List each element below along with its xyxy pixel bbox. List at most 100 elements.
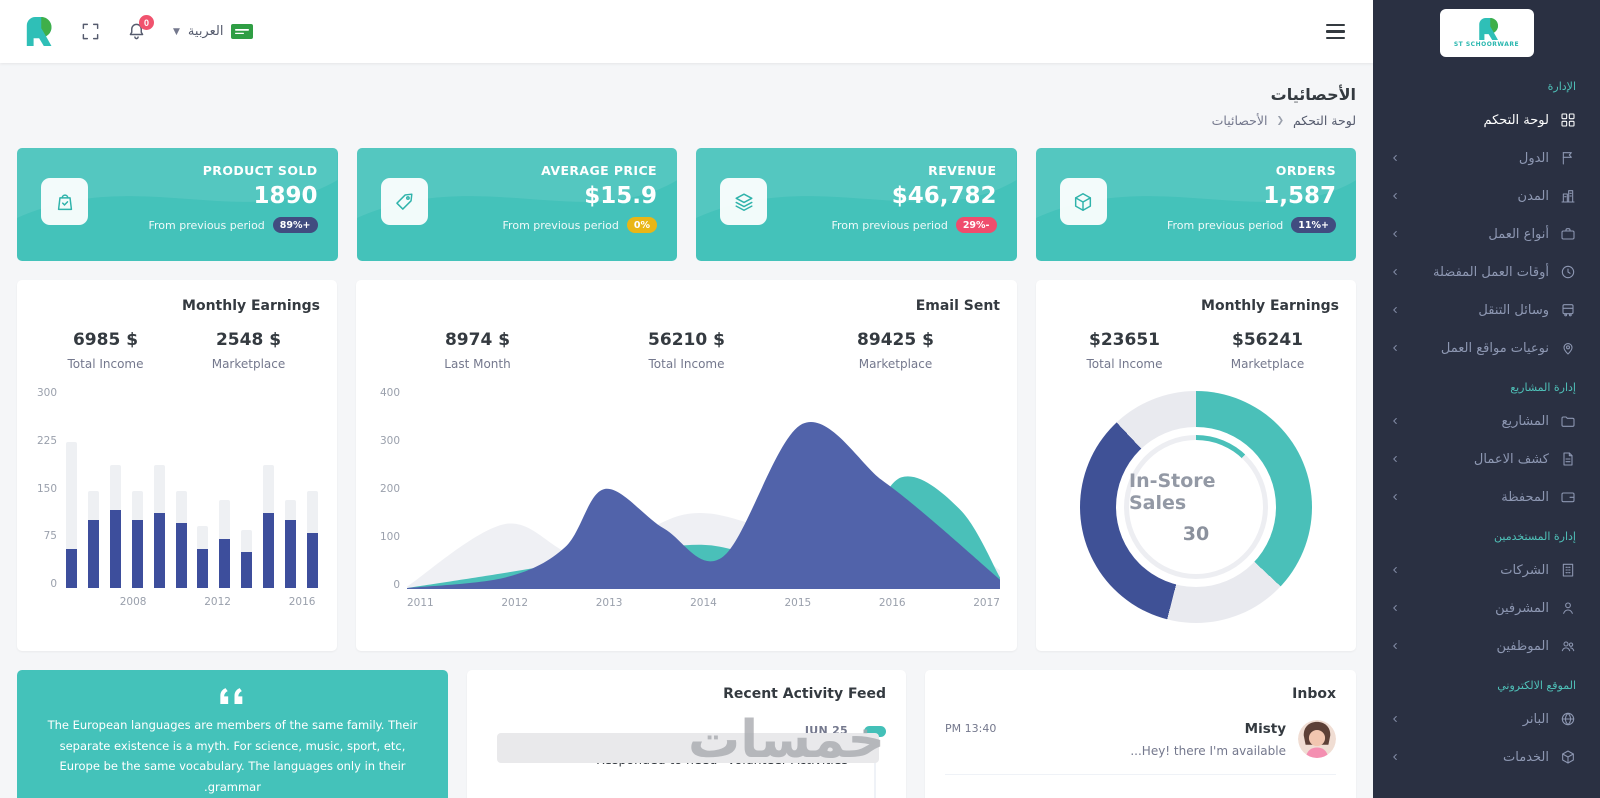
sidebar-item-label: الموظفين [1496, 638, 1549, 654]
sidebar-item[interactable]: لوحة التحكم [1373, 101, 1600, 139]
briefcase-icon [1561, 228, 1575, 240]
sidebar-item[interactable]: الشركات [1373, 551, 1600, 589]
chart-stat-label: Marketplace [1230, 357, 1305, 371]
x-tick: 2011 [407, 597, 434, 609]
timeline-badge-icon [864, 726, 886, 737]
sidebar-item[interactable]: الدول [1373, 139, 1600, 177]
sidebar-item[interactable]: المحفظة [1373, 478, 1600, 516]
chart-stat-value: $56241 [1232, 330, 1303, 350]
card-title: Recent Activity Feed [723, 686, 886, 702]
x-tick: 2016 [878, 597, 906, 609]
sidebar-item-label: المدن [1517, 188, 1549, 204]
chart-stat: 56210 $ Total Income [582, 330, 791, 371]
chart-stat: 89425 $ Marketplace [791, 330, 1000, 371]
chart-stat: $56241 Marketplace [1196, 330, 1339, 371]
chart-stat: 6985 $ Total Income [34, 330, 177, 371]
bar [131, 490, 143, 588]
wave-decoration [696, 148, 1017, 218]
sidebar-item[interactable]: المشاريع [1373, 402, 1600, 440]
tag-icon [396, 192, 413, 210]
chart-stat-label: Total Income [1086, 357, 1163, 371]
services-icon [1562, 750, 1574, 764]
stat-period-label: From previous period [1166, 218, 1284, 232]
card-title: Inbox [1292, 686, 1336, 702]
layers-icon [720, 178, 767, 225]
sidebar-item-label: لوحة التحكم [1483, 112, 1549, 128]
stat-title: REVENUE [928, 163, 997, 178]
notifications-button[interactable]: 0 [127, 15, 154, 41]
topbar-left: 0 ▼ العربية [20, 15, 254, 46]
y-tick: 150 [36, 482, 57, 495]
bag-check-icon [57, 193, 72, 210]
sidebar-section-header: إدارة المشاريع [1510, 381, 1576, 394]
sidebar-item[interactable]: كشف الاعمال [1373, 440, 1600, 478]
sidebar-item-label: البانر [1522, 711, 1549, 727]
stat-card: PRODUCT SOLD 1890 From previous period 89%+ [17, 148, 338, 261]
sidebar-section-header: الإدارة [1547, 80, 1576, 93]
banner-icon [1561, 712, 1575, 726]
menu-icon [1326, 23, 1345, 27]
inbox-message[interactable]: Misty Hey! there I'm available... PM 13:… [945, 720, 1336, 775]
stat-period-label: From previous period [831, 218, 948, 232]
bar [306, 490, 318, 588]
sidebar-item[interactable]: أنواع العمل [1373, 215, 1600, 253]
sidebar-item[interactable]: أوقات العمل المفضلة [1373, 253, 1600, 291]
y-tick: 200 [379, 483, 400, 495]
bar [285, 500, 297, 588]
stat-value: 1890 [253, 183, 318, 209]
y-tick: 0 [393, 579, 400, 591]
sidebar-item-label: الخدمات [1503, 749, 1549, 765]
breadcrumb: لوحة التحكم ❮ الأحصائيات [1212, 113, 1356, 128]
sidebar-logo[interactable]: ST SCHOORWARE [1439, 9, 1534, 57]
brand-logo[interactable] [20, 17, 54, 46]
inbox-message-preview: Hey! there I'm available... [1130, 744, 1286, 758]
chart-stat-label: Marketplace [211, 357, 286, 371]
timeline: JUN 25 Responded to need "Volunteer Acti… [487, 724, 886, 798]
bar [109, 464, 121, 588]
sidebar-item[interactable]: المدن [1373, 177, 1600, 215]
sidebar-nav: الإدارة لوحة التحكم الدول المدن أنواع العمل أ… [1373, 66, 1600, 776]
breadcrumb-home[interactable]: لوحة التحكم [1292, 113, 1356, 128]
bar [87, 490, 99, 588]
donut-chart: In-Store Sales 30 [1080, 391, 1312, 623]
fullscreen-button[interactable] [81, 22, 100, 41]
stat-period-label: From previous period [502, 218, 619, 232]
inbox-sender-name: Misty [1244, 721, 1286, 737]
stat-card: REVENUE $46,782 From previous period 29%- [696, 148, 1017, 261]
chart-stat: 8974 $ Last Month [373, 330, 582, 371]
stat-badge: 11%+ [1291, 217, 1336, 233]
timeline-item[interactable]: JUN 25 Responded to need "Volunteer Acti… [487, 724, 886, 767]
x-tick: 2012 [204, 596, 231, 608]
chart-stat-value: 6985 $ [72, 330, 139, 350]
menu-toggle-button[interactable] [1322, 20, 1349, 43]
brand-logo-icon [26, 17, 52, 46]
sidebar-item[interactable]: الخدمات [1373, 738, 1600, 776]
notification-badge: 0 [139, 15, 154, 30]
sidebar-item[interactable]: المشرفين [1373, 589, 1600, 627]
sidebar-item-label: كشف الاعمال [1473, 451, 1549, 467]
cube-icon [1059, 178, 1107, 225]
chart-stat-value: 56210 $ [648, 330, 725, 350]
sidebar-item[interactable]: نوعيات مواقع العمل [1373, 329, 1600, 367]
stat-value: $15.9 [584, 183, 657, 209]
sidebar-item[interactable]: البانر [1373, 700, 1600, 738]
language-selector[interactable]: ▼ العربية [173, 24, 254, 39]
clock-icon [1561, 265, 1575, 279]
chart-stat-label: Last Month [444, 357, 511, 371]
sidebar-item-label: وسائل التنقل [1478, 302, 1549, 318]
bag-check-icon [41, 178, 88, 225]
y-tick: 400 [379, 387, 400, 399]
donut-center: In-Store Sales 30 [1129, 440, 1263, 574]
y-tick: 100 [379, 531, 400, 543]
area-chart: 400 300 200 100 0 2011 2012 2013 2014 2015 2016 20… [373, 385, 1000, 617]
sidebar-logo-text: ST SCHOORWARE [1453, 41, 1520, 48]
breadcrumb-current: الأحصائيات [1211, 113, 1268, 128]
chevron-left-icon [1393, 754, 1397, 760]
report-icon [1563, 452, 1573, 466]
bar-plot [66, 393, 318, 588]
sidebar-item[interactable]: الموظفين [1373, 627, 1600, 665]
sidebar-item[interactable]: وسائل التنقل [1373, 291, 1600, 329]
timeline-text: Responded to need "Volunteer Activities" [590, 752, 848, 767]
sidebar: ST SCHOORWARE الإدارة لوحة التحكم الدول الم… [1373, 0, 1600, 798]
